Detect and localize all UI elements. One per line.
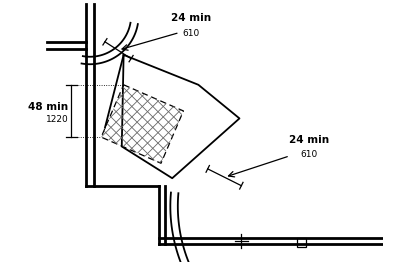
Text: 24 min: 24 min (288, 135, 329, 145)
Text: 610: 610 (300, 150, 317, 159)
Text: 610: 610 (182, 29, 200, 38)
Text: 1220: 1220 (46, 115, 68, 124)
Bar (298, 238, 306, 247)
Text: 48 min: 48 min (28, 102, 68, 112)
Text: 24 min: 24 min (171, 13, 211, 23)
